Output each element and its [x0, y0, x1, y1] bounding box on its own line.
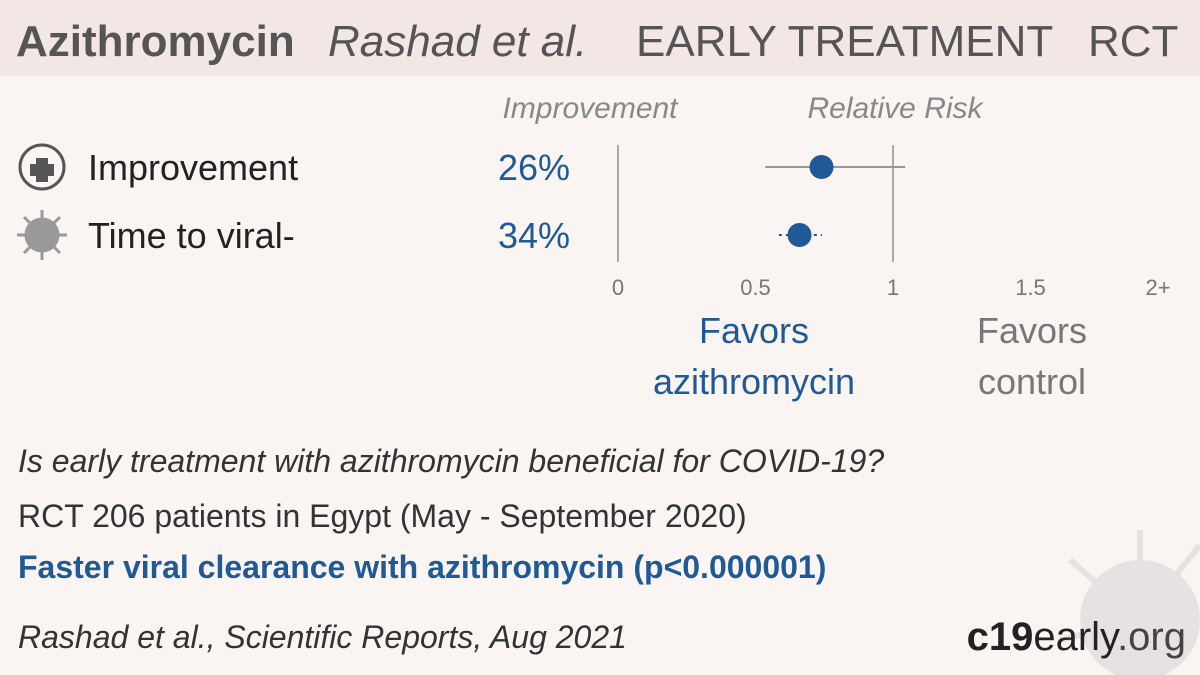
- improvement-icon: [18, 143, 66, 191]
- row-label: Improvement: [88, 147, 298, 188]
- x-tick-label: 1.5: [1015, 275, 1046, 300]
- improvement-label: 26%: [498, 147, 570, 188]
- design: RCT: [1088, 17, 1178, 66]
- drug: Azithromycin: [16, 17, 295, 66]
- header: Azithromycin Rashad et al. EARLY TREATME…: [16, 17, 1178, 66]
- virus-decoration: [1059, 530, 1200, 675]
- question: Is early treatment with azithromycin ben…: [18, 443, 884, 479]
- logo-part: .org: [1117, 615, 1186, 659]
- favors-right: Favors: [977, 310, 1087, 351]
- citation: Rashad et al., Scientific Reports, Aug 2…: [18, 619, 627, 655]
- column-header: Improvement: [502, 92, 679, 125]
- forest-plot: Improvement Relative Risk 0 0.5 1 1.5 2+ Improv…: [88, 92, 1171, 402]
- row-label: Time to viral-: [88, 215, 295, 256]
- x-tick-label: 1: [887, 275, 899, 300]
- point: [809, 155, 834, 179]
- logo-part: early: [1033, 615, 1120, 659]
- favors-left: azithromycin: [653, 361, 855, 402]
- improvement-label: 34%: [498, 215, 570, 256]
- point: [787, 223, 812, 247]
- x-tick-label: 0.5: [740, 275, 771, 300]
- logo-part: c19: [967, 615, 1034, 659]
- x-tick-label: 2+: [1145, 275, 1170, 300]
- x-tick-label: 0: [612, 275, 624, 300]
- conclusion: Faster viral clearance with azithromycin…: [18, 549, 826, 585]
- column-header: Relative Risk: [807, 92, 984, 125]
- favors-right: control: [978, 361, 1086, 402]
- study: Rashad et al.: [328, 17, 587, 66]
- details: RCT 206 patients in Egypt (May - Septemb…: [18, 498, 747, 534]
- logo: c19early.org: [967, 615, 1186, 659]
- virus-icon: [17, 210, 67, 260]
- stage: EARLY TREATMENT: [636, 17, 1053, 66]
- favors-left: Favors: [699, 310, 809, 351]
- header-band: [0, 0, 1200, 76]
